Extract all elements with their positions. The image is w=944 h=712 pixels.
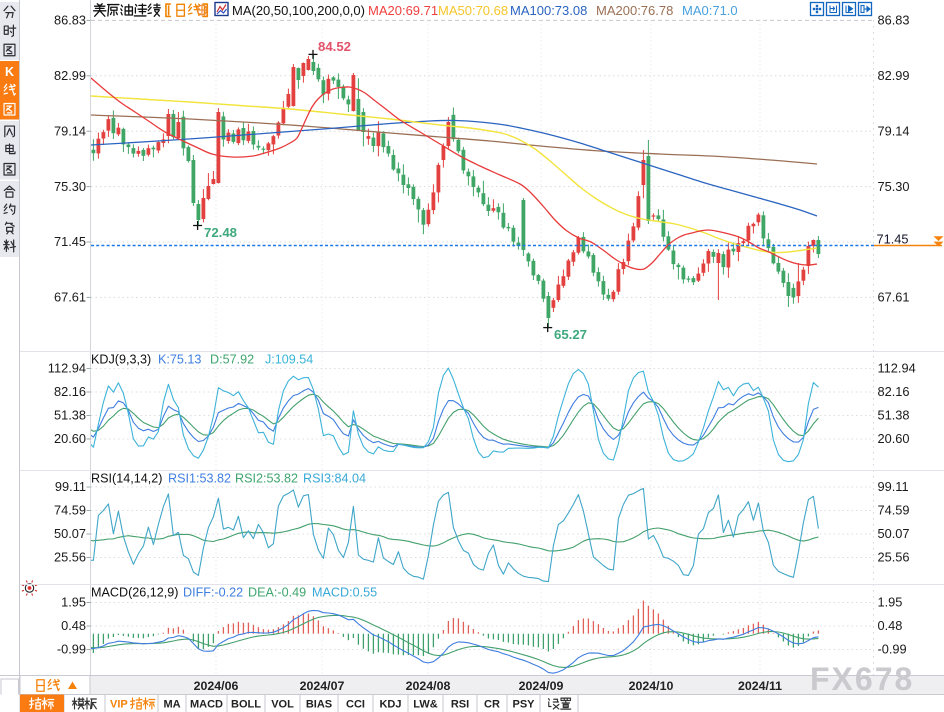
svg-text:RSI1:53.82: RSI1:53.82 [168,472,231,486]
svg-text:2024/10: 2024/10 [629,679,674,693]
svg-text:MA: MA [163,699,180,711]
svg-text:KDJ(9,3,3): KDJ(9,3,3) [91,353,151,367]
svg-text:LW&: LW& [413,699,437,711]
svg-text:67.61: 67.61 [878,290,910,305]
svg-text:2024/07: 2024/07 [300,679,345,693]
svg-text:J:109.54: J:109.54 [265,353,313,367]
svg-text:BIAS: BIAS [306,699,332,711]
svg-text:CCI: CCI [346,699,365,711]
svg-text:2024/06: 2024/06 [194,679,239,693]
svg-text:RSI: RSI [451,699,469,711]
svg-text:2024/08: 2024/08 [406,679,451,693]
svg-text:CR: CR [484,699,500,711]
svg-text:112.94: 112.94 [48,361,86,376]
svg-text:51.38: 51.38 [878,408,910,423]
svg-text:MACD: MACD [190,699,223,711]
svg-text:DEA:-0.49: DEA:-0.49 [248,586,306,600]
svg-text:25.56: 25.56 [878,550,910,565]
svg-text:1.95: 1.95 [61,595,86,610]
svg-text:79.14: 79.14 [54,123,86,138]
svg-text:-0.99: -0.99 [57,642,86,657]
svg-text:25.56: 25.56 [54,550,86,565]
svg-text:PSY: PSY [512,699,535,711]
svg-text:2024/11: 2024/11 [738,679,782,693]
svg-text:51.38: 51.38 [54,408,86,423]
svg-text:D:57.92: D:57.92 [210,353,254,367]
svg-text:82.16: 82.16 [54,384,86,399]
svg-text:MA0:71.0: MA0:71.0 [682,3,738,18]
svg-text:DIFF:-0.22: DIFF:-0.22 [183,586,243,600]
svg-text:MACD:0.55: MACD:0.55 [312,586,377,600]
svg-text:50.07: 50.07 [878,526,910,541]
svg-text:RSI3:84.04: RSI3:84.04 [303,472,366,486]
svg-text:79.14: 79.14 [878,123,910,138]
svg-text:20.60: 20.60 [878,431,910,446]
svg-text:86.83: 86.83 [54,13,86,28]
svg-text:MA100:73.08: MA100:73.08 [510,3,587,18]
svg-text:65.27: 65.27 [554,327,587,342]
svg-text:75.30: 75.30 [878,179,910,194]
svg-text:86.83: 86.83 [878,13,910,28]
svg-text:82.16: 82.16 [878,384,910,399]
svg-text:75.30: 75.30 [54,179,86,194]
svg-text:82.99: 82.99 [878,68,910,83]
svg-text:2024/09: 2024/09 [519,679,564,693]
svg-text:MA(20,50,100,200,0,0): MA(20,50,100,200,0,0) [232,3,365,18]
svg-text:0.48: 0.48 [878,618,903,633]
svg-text:0.48: 0.48 [61,618,86,633]
svg-text:VIP: VIP [110,699,128,711]
svg-text:20.60: 20.60 [54,431,86,446]
svg-text:72.48: 72.48 [204,225,237,240]
svg-text:74.59: 74.59 [878,503,910,518]
svg-text:MA20:69.71: MA20:69.71 [368,3,438,18]
svg-text:RSI2:53.82: RSI2:53.82 [235,472,298,486]
svg-text:KDJ: KDJ [379,699,401,711]
svg-text:99.11: 99.11 [878,479,909,494]
svg-text:BOLL: BOLL [231,699,261,711]
svg-text:MA50:70.68: MA50:70.68 [438,3,508,18]
svg-text:67.61: 67.61 [54,290,86,305]
svg-text:82.99: 82.99 [54,68,86,83]
svg-text:50.07: 50.07 [54,526,86,541]
svg-text:VOL: VOL [271,699,294,711]
svg-text:1.95: 1.95 [878,595,903,610]
svg-text:FX678: FX678 [810,661,914,697]
svg-text:K: K [5,65,14,79]
svg-text:112.94: 112.94 [878,361,916,376]
svg-text:71.45: 71.45 [877,231,909,246]
svg-text:RSI(14,14,2): RSI(14,14,2) [91,472,162,486]
svg-text:74.59: 74.59 [54,503,86,518]
svg-text:84.52: 84.52 [318,39,351,54]
svg-text:K:75.13: K:75.13 [158,353,201,367]
svg-text:71.45: 71.45 [54,234,86,249]
svg-text:MACD(26,12,9): MACD(26,12,9) [91,586,179,600]
svg-text:MA200:76.78: MA200:76.78 [596,3,673,18]
svg-text:-0.99: -0.99 [878,642,907,657]
svg-text:99.11: 99.11 [55,479,86,494]
